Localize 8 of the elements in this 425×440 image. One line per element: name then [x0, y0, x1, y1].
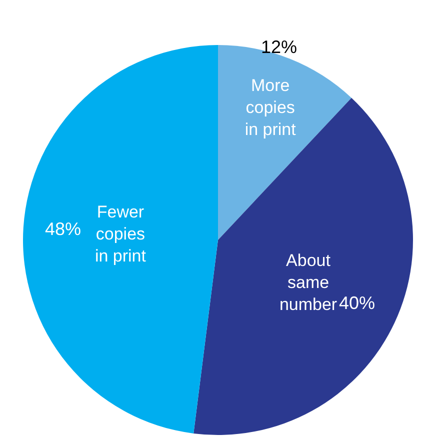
data-label: 12% — [261, 37, 298, 57]
slice-label: About same number — [279, 250, 338, 314]
slice-label: More copies in print — [244, 76, 296, 140]
slice-label: Fewer copies in print — [94, 202, 146, 266]
pie-slice — [194, 98, 413, 435]
pie-slice — [23, 45, 218, 434]
data-label: 40% — [339, 293, 376, 313]
data-label: 48% — [45, 219, 82, 239]
